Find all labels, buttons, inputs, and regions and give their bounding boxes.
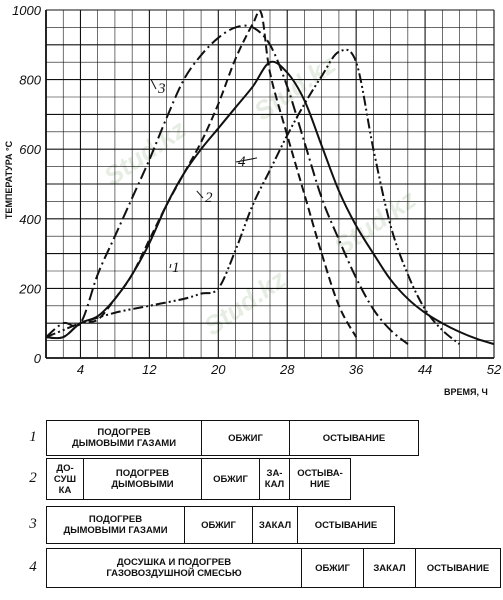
x-tick-label: 36 xyxy=(349,362,364,377)
schedule-segment: ЗА- КАЛ xyxy=(260,459,290,499)
x-tick-label: 28 xyxy=(279,362,295,377)
schedule-segment: ПОДОГРЕВ ДЫМОВЫМИ ГАЗАМИ xyxy=(47,507,185,543)
series-3-label: 3 xyxy=(157,81,166,97)
schedule-segment: ОБЖИГ xyxy=(202,421,290,455)
schedule-row-box: ДО- СУШ КА ПОДОГРЕВ ДЫМОВЫМИ ОБЖИГ ЗА- КАЛ О… xyxy=(46,458,351,500)
schedule-segment: ЗАКАЛ xyxy=(253,507,298,543)
series-2-label: 2 xyxy=(205,190,213,206)
schedule-row-number: 2 xyxy=(29,470,37,486)
schedule-segment: ОСТЫВАНИЕ xyxy=(426,562,490,574)
x-axis-title: ВРЕМЯ, Ч xyxy=(444,387,488,397)
schedule-segment: ОСТЫВА- НИЕ xyxy=(297,468,343,490)
series-3-line xyxy=(45,24,409,345)
series-3-leader xyxy=(150,79,157,90)
schedule-segment: ДО- СУШ КА xyxy=(47,459,84,499)
schedule-segment: ОБЖИГ xyxy=(202,459,260,499)
schedule-segment: ОБЖИГ xyxy=(302,549,364,587)
schedule-segment: ПОДОГРЕВ ДЫМОВЫМИ xyxy=(84,459,202,499)
schedule-segment: ЗАКАЛ xyxy=(364,549,416,587)
series-2-line xyxy=(45,9,358,340)
y-tick-label: 800 xyxy=(19,73,41,88)
y-tick-label: 200 xyxy=(18,281,41,296)
y-axis-title: ТЕМПЕРАТУРА °С xyxy=(4,140,14,219)
schedule-segment: ОСТЫВАНИЕ xyxy=(322,432,386,444)
y-tick-label: 0 xyxy=(34,351,42,366)
series-1-line xyxy=(45,60,495,346)
schedule-row-box: ДОСУШКА И ПОДОГРЕВ ГАЗОВОЗДУШНОЙ СМЕСЬЮ О… xyxy=(46,548,501,588)
schedule-row-number: 4 xyxy=(29,559,37,575)
series-2-leader xyxy=(196,190,204,199)
chart-series: 1 2 3 4 xyxy=(45,9,495,346)
y-tick-label: 1000 xyxy=(12,3,42,18)
schedule-segment: ОСТЫВАНИЕ xyxy=(314,519,378,531)
schedule-segment: ДОСУШКА И ПОДОГРЕВ ГАЗОВОЗДУШНОЙ СМЕСЬЮ xyxy=(47,549,302,587)
schedule-segment: ОБЖИГ xyxy=(185,507,253,543)
schedule-row-number: 1 xyxy=(29,429,37,445)
series-1-label: 1 xyxy=(172,260,180,276)
series-1-leader xyxy=(169,263,172,269)
x-tick-label: 44 xyxy=(418,362,432,377)
x-tick-label: 12 xyxy=(142,362,157,377)
x-tick-label: 20 xyxy=(210,362,226,377)
schedule-row-number: 3 xyxy=(29,516,37,532)
series-4-leader xyxy=(235,157,258,163)
watermark-text: Stud.kz xyxy=(98,114,191,192)
schedule-row-box: ПОДОГРЕВ ДЫМОВЫМИ ГАЗАМИ ОБЖИГ ЗАКАЛ ОСТЫВА… xyxy=(46,506,395,544)
x-tick-label: 4 xyxy=(77,362,84,377)
x-tick-label: 52 xyxy=(487,362,502,377)
watermark-text: Stud.kz xyxy=(198,264,291,342)
schedule-row-box: ПОДОГРЕВ ДЫМОВЫМИ ГАЗАМИ ОБЖИГ ОСТЫВАНИЕ xyxy=(46,420,419,456)
schedule-segment: ПОДОГРЕВ ДЫМОВЫМИ ГАЗАМИ xyxy=(47,421,202,455)
series-4-line xyxy=(45,48,461,345)
y-tick-label: 400 xyxy=(19,212,41,227)
y-tick-label: 600 xyxy=(19,142,41,157)
chart-grid xyxy=(45,9,495,359)
series-4-label: 4 xyxy=(238,154,246,170)
chart-axes xyxy=(45,10,494,359)
